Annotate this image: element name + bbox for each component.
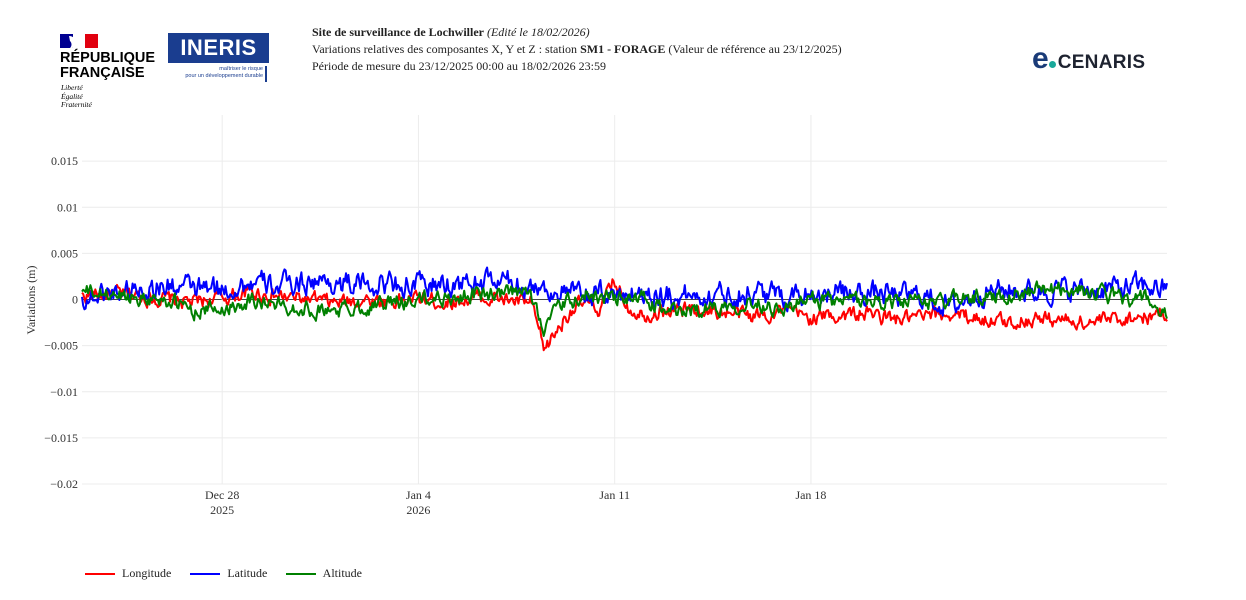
reference-note: (Valeur de référence au 23/12/2025) (668, 42, 842, 56)
y-axis-label: Variations (m) (24, 266, 38, 335)
legend-swatch-longitude (85, 573, 115, 576)
chart-legend: Longitude Latitude Altitude (85, 566, 378, 581)
series-line-latitude (81, 266, 1168, 317)
ecenaris-e: e (1032, 42, 1049, 75)
ineris-tagline: maîtriser le risque pour un développemen… (168, 66, 267, 82)
y-tick-label: −0.005 (44, 339, 78, 353)
chart-ticks: 0.015 0.01 0.005 0 −0.005 −0.01 −0.015 −0.02 Dec… (44, 154, 826, 517)
ineris-name: INERIS (168, 33, 269, 63)
rf-motto-2: Égalité (61, 91, 83, 101)
x-tick-label: Jan 18 (795, 488, 826, 502)
x-tick-sublabel: 2025 (210, 503, 234, 517)
site-label: Site de surveillance de Lochwiller (312, 25, 484, 39)
marianne-flag-icon (60, 34, 98, 48)
legend-swatch-altitude (286, 573, 317, 576)
chart-series (81, 266, 1168, 352)
ineris-tag-2: pour un développement durable (185, 73, 263, 79)
legend-item-longitude[interactable]: Longitude (85, 566, 171, 581)
ecenaris-logo: e CENARIS (1032, 44, 1145, 74)
legend-label-altitude: Altitude (322, 566, 362, 580)
edit-note: (Edité le 18/02/2026) (486, 25, 590, 39)
station-name: SM1 - FORAGE (580, 42, 666, 56)
legend-item-latitude[interactable]: Latitude (190, 566, 267, 581)
legend-item-altitude[interactable]: Altitude (286, 566, 362, 581)
legend-swatch-latitude (190, 573, 221, 576)
y-tick-label: −0.02 (50, 477, 78, 491)
ecenaris-name: CENARIS (1057, 52, 1146, 73)
x-tick-sublabel: 2026 (406, 503, 430, 517)
y-tick-label: −0.01 (50, 385, 78, 399)
rf-motto-1: Liberté (61, 83, 83, 92)
rf-title: RÉPUBLIQUE FRANÇAISE (60, 51, 155, 81)
legend-label-longitude: Longitude (122, 566, 172, 580)
header-line2: Variations relatives des composantes X, … (312, 41, 842, 58)
ineris-logo: INERIS maîtriser le risque pour un dével… (168, 33, 269, 83)
x-tick-label: Jan 11 (599, 488, 630, 502)
series-line-longitude (81, 278, 1168, 352)
legend-label-latitude: Latitude (227, 566, 268, 580)
republique-francaise-logo: RÉPUBLIQUE FRANÇAISE Liberté Égalité Fra… (60, 34, 170, 114)
rf-motto: Liberté Égalité Fraternité (61, 83, 92, 110)
y-tick-label: 0.01 (57, 200, 78, 214)
y-tick-label: 0.015 (51, 154, 78, 168)
rf-title-line1: RÉPUBLIQUE (60, 50, 156, 66)
y-tick-label: −0.015 (44, 431, 78, 445)
y-tick-label: 0.005 (51, 246, 78, 260)
y-tick-label: 0 (72, 293, 78, 307)
rf-motto-3: Fraternité (61, 100, 92, 109)
rf-title-line2: FRANÇAISE (60, 65, 145, 81)
ecenaris-dot-icon (1048, 61, 1056, 68)
x-tick-label: Dec 28 (205, 488, 239, 502)
header-line1: Site de surveillance de Lochwiller (Edit… (312, 24, 842, 41)
series-line-altitude (81, 280, 1168, 337)
header-line3: Période de mesure du 23/12/2025 00:00 au… (312, 59, 606, 73)
report-header: Site de surveillance de Lochwiller (Edit… (312, 24, 842, 75)
variation-label: Variations relatives des composantes X, … (312, 42, 578, 56)
ineris-tag-1: maîtriser le risque (219, 66, 263, 72)
x-tick-label: Jan 4 (406, 488, 431, 502)
